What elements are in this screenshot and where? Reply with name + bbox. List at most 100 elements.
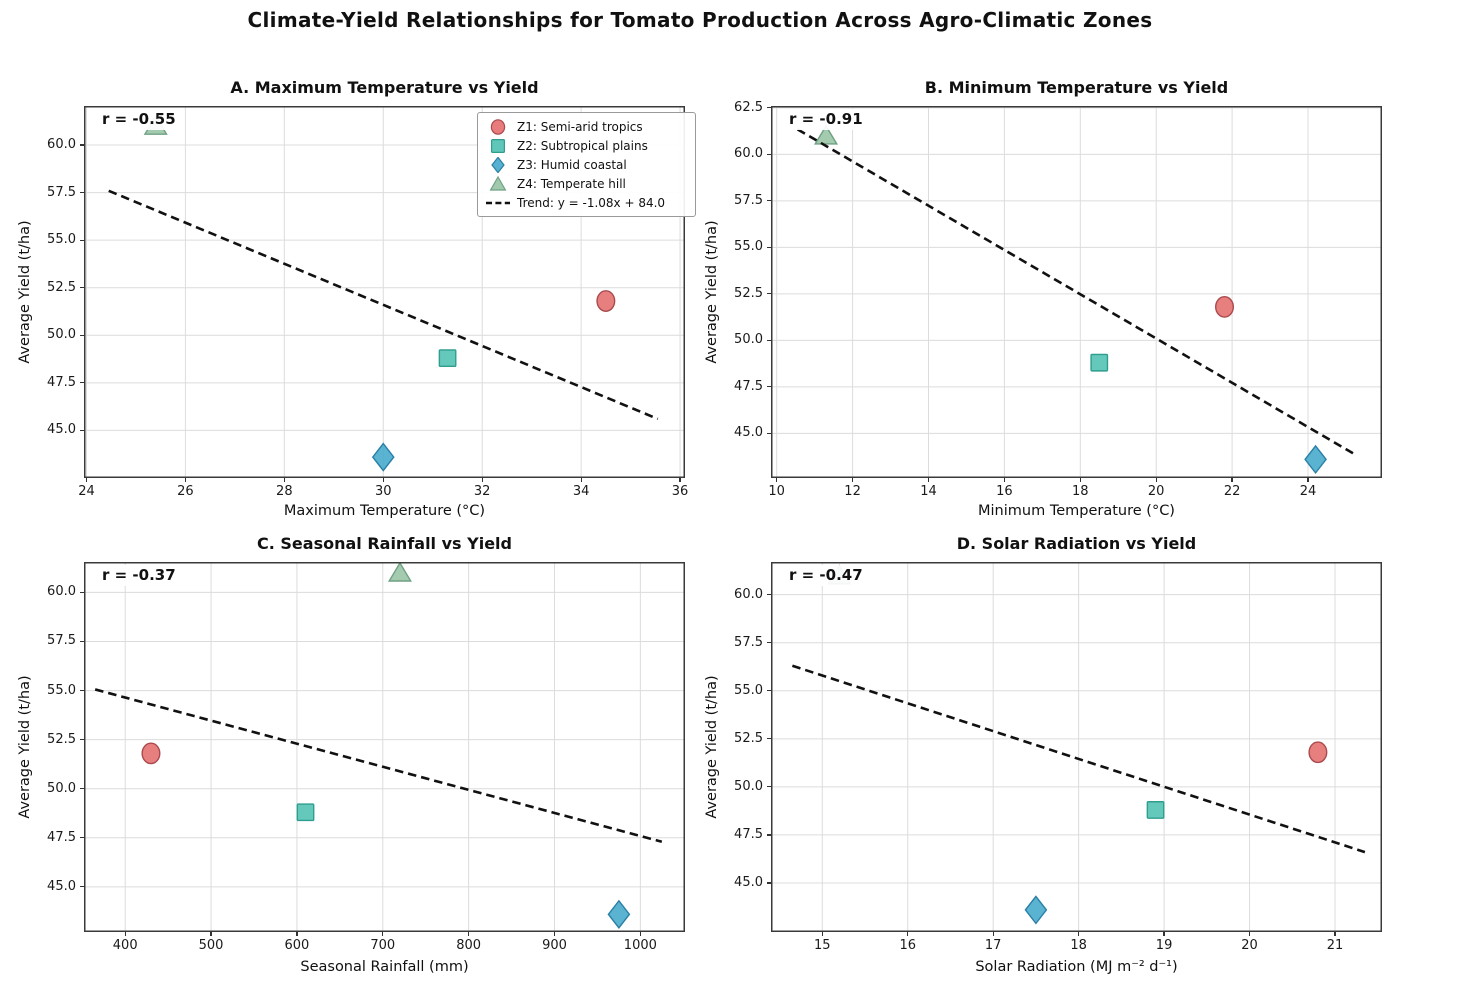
y-tick-label: 50.0 [734,778,763,794]
x-tick-label: 12 [844,484,861,499]
plot-border [771,562,1382,932]
y-tick-label: 57.5 [47,184,76,200]
legend-marker-diamond-icon [484,156,512,173]
x-tick-mark [1163,932,1165,936]
y-tick-label: 50.0 [47,780,76,796]
y-tick-label: 45.0 [47,422,76,438]
y-tick-label: 50.0 [47,327,76,343]
trend-line [791,664,1366,854]
y-tick-label: 57.5 [734,192,763,208]
y-tick-mark [80,239,84,241]
x-tick-mark [184,478,186,482]
plot-border [84,106,685,478]
x-tick-mark [679,478,681,482]
trend-line [94,688,663,844]
panel-c-title: C. Seasonal Rainfall vs Yield [257,534,512,553]
y-tick-mark [80,429,84,432]
x-tick-label: 34 [572,484,590,499]
y-tick-mark [767,246,771,248]
x-tick-label: 900 [542,938,567,953]
plot-border [771,106,1382,478]
marker-z4-triangle [813,124,839,145]
x-tick-label: 28 [276,484,293,499]
y-tick-label: 52.5 [47,279,76,295]
y-tick-label: 52.5 [47,731,76,747]
x-tick-mark [382,932,384,936]
y-tick-mark [80,739,84,741]
y-tick-mark [767,432,771,434]
x-tick-mark [1307,478,1309,482]
diamond-glyph [491,156,505,173]
y-tick-mark [767,339,771,341]
y-tick-label: 62.5 [734,99,763,115]
x-tick-mark [481,478,483,482]
panel-d-x-axis-label: Solar Radiation (MJ m⁻² d⁻¹) [975,959,1178,975]
marker-z1-circle [596,290,616,312]
x-tick-mark [1003,478,1005,482]
panel-a-x-axis-label: Maximum Temperature (°C) [283,503,486,519]
y-tick-label: 60.0 [734,146,763,162]
plot-border [84,562,685,932]
marker-z2-square [1090,353,1109,372]
legend-item-label: Z4: Temperate hill [517,176,626,191]
legend-item-z1: Z1: Semi-arid tropics [484,118,688,137]
y-tick-mark [767,690,771,692]
y-tick-label: 57.5 [734,634,763,650]
panel-b-x-axis-label: Minimum Temperature (°C) [978,503,1175,519]
x-tick-mark [1078,932,1080,936]
x-tick-label: 30 [374,484,392,499]
y-tick-label: 55.0 [47,232,76,248]
x-tick-mark [907,932,909,936]
y-tick-label: 55.0 [47,682,76,698]
panel-a-title: A. Maximum Temperature vs Yield [230,78,539,97]
y-tick-mark [80,334,84,336]
x-tick-label: 14 [920,484,937,499]
x-tick-label: 18 [1070,938,1087,953]
y-tick-label: 47.5 [734,826,763,842]
y-tick-label: 57.5 [47,633,76,649]
panel-c-plot-area [84,562,685,932]
y-tick-mark [80,144,84,146]
x-tick-mark [1248,932,1251,936]
y-tick-label: 52.5 [734,730,763,746]
x-tick-label: 700 [370,938,396,953]
y-tick-mark [767,153,771,155]
x-tick-mark [580,478,582,482]
y-tick-mark [80,640,84,643]
x-tick-label: 24 [1299,484,1317,499]
y-tick-mark [80,886,84,888]
x-tick-label: 10 [768,484,785,499]
y-tick-label: 47.5 [734,378,763,394]
legend-item-z3: Z3: Humid coastal [484,156,688,175]
circle-glyph [490,119,506,136]
x-tick-mark [1334,932,1336,936]
legend-item-label: Z1: Semi-arid tropics [517,120,643,135]
x-tick-label: 22 [1223,484,1241,499]
marker-z1-circle [1215,295,1235,318]
y-tick-label: 52.5 [734,285,763,301]
x-tick-mark [382,478,384,482]
legend-item-z4: Z4: Temperate hill [484,174,688,193]
panel-a-correlation-annotation: r = -0.55 [96,109,182,130]
x-tick-label: 600 [284,938,310,953]
y-tick-label: 47.5 [47,829,76,845]
x-tick-mark [927,478,930,482]
marker-z1-circle [1308,741,1328,764]
y-tick-mark [80,689,84,692]
marker-z3-diamond [1304,444,1327,475]
x-tick-mark [553,932,556,936]
y-tick-mark [767,642,771,644]
y-tick-label: 60.0 [47,584,76,600]
marker-z2-square [296,803,315,822]
marker-z4-triangle [387,562,412,582]
y-tick-label: 55.0 [734,239,763,255]
y-tick-label: 60.0 [734,586,763,602]
x-tick-label: 36 [671,484,689,499]
x-tick-label: 17 [984,938,1002,953]
x-tick-mark [283,478,285,482]
legend-item-label: Trend: y = -1.08x + 84.0 [517,195,666,210]
legend-item-label: Z3: Humid coastal [517,157,627,172]
y-tick-mark [80,591,84,593]
legend-marker-circle-icon [484,119,512,136]
y-tick-mark [767,882,771,884]
